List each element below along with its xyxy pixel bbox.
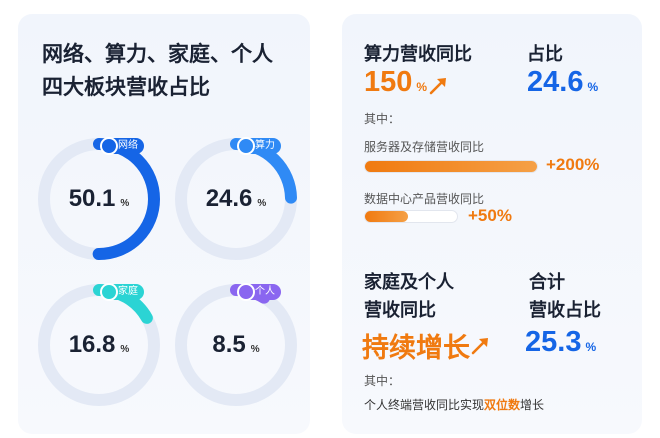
server-storage-bar-fill <box>365 161 537 172</box>
total-share-title: 合计 营收占比 <box>529 268 601 324</box>
datacenter-value: +50% <box>468 206 512 225</box>
segment-share-title: 网络、算力、家庭、个人 四大板块营收占比 <box>42 38 273 104</box>
total-share-title-line-2: 营收占比 <box>529 300 601 320</box>
ring-compute-value: 24.6 % <box>173 136 299 262</box>
footer-prefix: 个人终端营收同比实现 <box>364 398 485 412</box>
home-growth-title-line-1: 家庭及个人 <box>364 272 454 292</box>
home-growth-title-line-2: 营收同比 <box>364 300 436 320</box>
footer-highlight: 双位数 <box>484 398 521 412</box>
total-share-title-line-1: 合计 <box>529 272 565 292</box>
compute-growth-value: 150% <box>364 66 427 99</box>
ring-personal-value: 8.5 % <box>173 282 299 408</box>
home-growth-arrow-icon <box>471 338 488 355</box>
ring-compute: 24.6 % 算力 <box>173 136 299 262</box>
compute-share-unit: % <box>587 80 599 94</box>
ring-network-unit: % <box>120 197 130 209</box>
server-storage-bar <box>364 160 538 173</box>
ring-home-number: 16.8 <box>68 331 116 358</box>
tag-network-label: 网络 <box>118 140 138 151</box>
tag-network-dot <box>100 137 118 155</box>
ring-network: 50.1 % 网络 <box>36 136 162 262</box>
tag-home-label: 家庭 <box>118 286 138 297</box>
tag-personal-dot <box>237 283 255 301</box>
ring-personal-number: 8.5 <box>212 331 246 358</box>
total-share-unit: % <box>585 340 597 354</box>
personal-terminal-footer: 个人终端营收同比实现双位数增长 <box>364 396 544 413</box>
tag-personal: 个人 <box>237 283 281 301</box>
tag-compute-label: 算力 <box>255 140 275 151</box>
tag-compute: 算力 <box>237 137 281 155</box>
compute-share-number: 24.6 <box>527 66 584 98</box>
growth-card: 算力营收同比 150% 占比 24.6% 其中： 服务器及存储营收同比 +200… <box>342 14 642 434</box>
title-line-1: 网络、算力、家庭、个人 <box>42 43 273 66</box>
server-storage-value: +200% <box>546 155 600 174</box>
home-note: 其中： <box>364 374 401 388</box>
compute-share-title: 占比 <box>527 44 563 64</box>
ring-home-unit: % <box>120 343 130 355</box>
tag-home-dot <box>100 283 118 301</box>
ring-network-number: 50.1 <box>68 185 116 212</box>
home-growth-title: 家庭及个人 营收同比 <box>364 268 454 324</box>
footer-suffix: 增长 <box>520 398 545 412</box>
tag-personal-label: 个人 <box>255 286 275 297</box>
total-share-value: 25.3% <box>525 326 596 359</box>
datacenter-bar-fill <box>365 211 408 222</box>
title-line-2: 四大板块营收占比 <box>42 76 210 99</box>
compute-growth-arrow-icon <box>429 78 446 95</box>
compute-growth-title: 算力营收同比 <box>364 44 472 64</box>
tag-network: 网络 <box>100 137 144 155</box>
ring-compute-unit: % <box>257 197 267 209</box>
tag-home: 家庭 <box>100 283 144 301</box>
ring-network-value: 50.1 % <box>36 136 162 262</box>
tag-compute-dot <box>237 137 255 155</box>
compute-note: 其中： <box>364 112 401 126</box>
compute-growth-unit: % <box>416 80 428 94</box>
ring-personal: 8.5 % 个人 <box>173 282 299 408</box>
ring-personal-unit: % <box>250 343 260 355</box>
home-growth-text: 持续增长 <box>362 333 470 363</box>
ring-home: 16.8 % 家庭 <box>36 282 162 408</box>
datacenter-label: 数据中心产品营收同比 <box>364 192 485 206</box>
ring-compute-number: 24.6 <box>205 185 253 212</box>
segment-share-card: 网络、算力、家庭、个人 四大板块营收占比 50.1 % 网络 24.6 % 算力 <box>18 14 310 434</box>
datacenter-bar <box>364 210 458 223</box>
ring-home-value: 16.8 % <box>36 282 162 408</box>
compute-share-value: 24.6% <box>527 66 598 99</box>
compute-growth-number: 150 <box>364 66 413 98</box>
total-share-number: 25.3 <box>525 326 582 358</box>
server-storage-label: 服务器及存储营收同比 <box>364 140 485 154</box>
